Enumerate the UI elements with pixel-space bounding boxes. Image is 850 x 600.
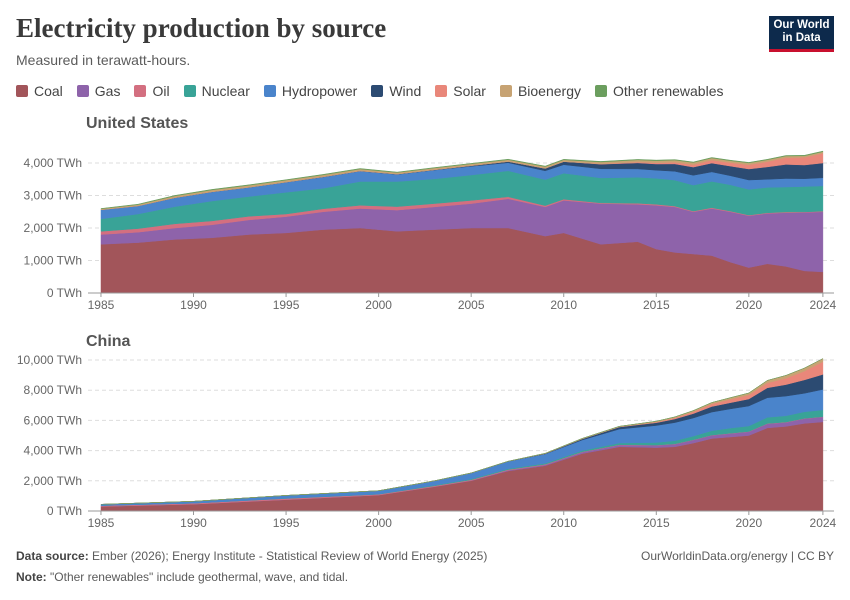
y-tick-label: 2,000 TWh [24,474,82,488]
legend-swatch [499,85,512,97]
legend-swatch [594,85,607,97]
y-tick-label: 3,000 TWh [24,189,82,203]
x-tick-label: 2020 [735,516,762,530]
note-label: Note: [16,570,47,584]
legend-swatch [76,85,89,97]
footer-link[interactable]: OurWorldinData.org/energy | CC BY [641,549,834,563]
legend-swatch [183,85,196,97]
logo-line-2: in Data [782,32,821,44]
y-tick-label: 4,000 TWh [24,444,82,458]
y-tick-label: 8,000 TWh [24,383,82,397]
legend-item-hydropower[interactable]: Hydropower [263,83,358,99]
x-tick-label: 2010 [550,298,577,312]
data-source-label: Data source: [16,549,89,563]
data-source-line: Data source: Ember (2026); Energy Instit… [16,549,487,563]
x-tick-label: 2024 [810,516,837,530]
legend-item-solar[interactable]: Solar [435,83,486,99]
x-tick-label: 1995 [273,516,300,530]
y-tick-label: 2,000 TWh [24,221,82,235]
y-tick-label: 0 TWh [47,504,82,518]
note-text: "Other renewables" include geothermal, w… [50,570,349,584]
legend-item-gas[interactable]: Gas [76,83,121,99]
panel-title: United States [86,115,188,132]
legend-item-nuclear[interactable]: Nuclear [183,83,250,99]
chart-subtitle: Measured in terawatt-hours. [16,52,191,68]
legend-label: Solar [453,83,486,99]
x-tick-label: 2010 [550,516,577,530]
y-tick-label: 1,000 TWh [24,254,82,268]
owid-logo[interactable]: Our World in Data [769,16,834,52]
legend: Coal Gas Oil Nuclear Hydropower Wind Solar Bioe… [16,83,738,99]
legend-swatch [263,85,276,97]
y-tick-label: 0 TWh [47,286,82,300]
panel-title: China [86,333,131,350]
logo-line-1: Our World [773,19,830,31]
y-tick-label: 10,000 TWh [17,353,82,367]
legend-label: Oil [152,83,170,99]
note-line: Note: "Other renewables" include geother… [16,570,348,584]
legend-item-oil[interactable]: Oil [134,83,170,99]
area-other-renewables [100,150,824,210]
x-tick-label: 1990 [180,516,207,530]
legend-swatch [134,85,147,97]
x-tick-label: 1985 [88,298,115,312]
legend-item-other-renewables[interactable]: Other renewables [594,83,724,99]
legend-label: Other renewables [612,83,724,99]
legend-label: Coal [34,83,63,99]
legend-item-bioenergy[interactable]: Bioenergy [499,83,581,99]
area-other-renewables [100,358,824,505]
x-tick-label: 1985 [88,516,115,530]
legend-label: Nuclear [201,83,250,99]
x-tick-label: 2005 [458,516,485,530]
y-tick-label: 6,000 TWh [24,413,82,427]
legend-label: Gas [94,83,121,99]
x-tick-label: 2020 [735,298,762,312]
legend-label: Hydropower [281,83,358,99]
x-tick-label: 2000 [365,298,392,312]
legend-item-coal[interactable]: Coal [16,83,63,99]
legend-swatch [16,85,28,97]
chart-title: Electricity production by source [16,13,387,43]
x-tick-label: 2015 [643,298,670,312]
x-tick-label: 2015 [643,516,670,530]
y-tick-label: 4,000 TWh [24,156,82,170]
data-source-text[interactable]: Ember (2026); Energy Institute - Statist… [92,549,488,563]
x-tick-label: 2024 [810,298,837,312]
legend-label: Wind [389,83,422,99]
legend-item-wind[interactable]: Wind [371,83,421,99]
legend-label: Bioenergy [517,83,581,99]
x-tick-label: 2005 [458,298,485,312]
x-tick-label: 1990 [180,298,207,312]
x-tick-label: 1995 [273,298,300,312]
legend-swatch [435,85,448,97]
legend-swatch [371,85,384,97]
x-tick-label: 2000 [365,516,392,530]
